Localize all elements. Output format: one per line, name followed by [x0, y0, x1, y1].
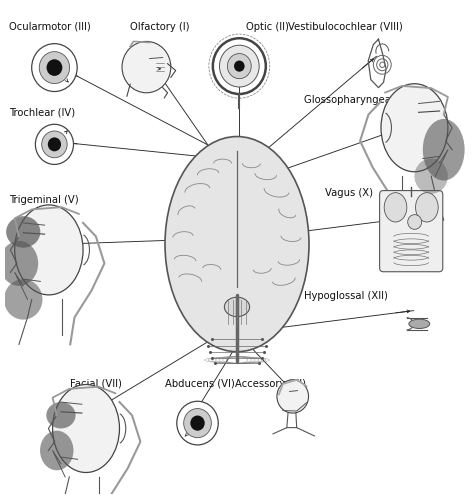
Circle shape [191, 416, 205, 431]
Ellipse shape [46, 402, 75, 429]
Text: Abducens (VI): Abducens (VI) [165, 379, 235, 389]
Polygon shape [37, 64, 55, 71]
Ellipse shape [4, 279, 43, 320]
Polygon shape [55, 141, 69, 147]
Text: Optic (II): Optic (II) [246, 22, 289, 32]
Ellipse shape [224, 297, 250, 316]
Circle shape [234, 60, 245, 72]
Circle shape [219, 45, 259, 87]
Text: Hypoglossal (XII): Hypoglossal (XII) [304, 291, 388, 301]
Circle shape [32, 43, 77, 91]
Circle shape [177, 401, 218, 445]
Circle shape [39, 51, 70, 83]
Ellipse shape [165, 137, 309, 352]
Ellipse shape [409, 319, 430, 328]
Text: Ocularmotor (III): Ocularmotor (III) [9, 22, 91, 32]
Circle shape [408, 215, 422, 230]
Text: Vagus (X): Vagus (X) [325, 188, 373, 198]
Ellipse shape [384, 193, 407, 222]
Polygon shape [195, 423, 200, 440]
Text: Trigeminal (V): Trigeminal (V) [9, 196, 79, 206]
Circle shape [122, 41, 171, 93]
Circle shape [228, 53, 251, 79]
Circle shape [46, 59, 63, 76]
Circle shape [277, 380, 309, 413]
Text: Olfactory (I): Olfactory (I) [130, 22, 190, 32]
Polygon shape [52, 67, 57, 86]
Text: Glossopharyngeal (IX): Glossopharyngeal (IX) [304, 95, 415, 105]
Polygon shape [40, 141, 55, 147]
Ellipse shape [6, 216, 40, 248]
Ellipse shape [40, 431, 73, 470]
Text: Trochlear (IV): Trochlear (IV) [9, 107, 75, 117]
Polygon shape [52, 49, 57, 67]
Text: Facial (VII): Facial (VII) [70, 379, 122, 389]
Polygon shape [52, 144, 57, 160]
Ellipse shape [0, 241, 38, 286]
Text: Vestibulocochlear (VIII): Vestibulocochlear (VIII) [288, 22, 403, 32]
Ellipse shape [416, 193, 438, 222]
Circle shape [48, 137, 61, 151]
FancyBboxPatch shape [380, 191, 443, 272]
Polygon shape [55, 64, 72, 71]
Ellipse shape [53, 384, 119, 473]
Ellipse shape [414, 159, 448, 194]
Text: Accessory (XI): Accessory (XI) [235, 379, 306, 389]
Circle shape [42, 131, 67, 158]
Ellipse shape [423, 119, 465, 181]
Ellipse shape [381, 84, 448, 172]
Polygon shape [52, 129, 57, 144]
Circle shape [36, 124, 73, 165]
Polygon shape [195, 406, 200, 423]
Polygon shape [182, 420, 198, 427]
Ellipse shape [15, 205, 83, 295]
Polygon shape [198, 420, 213, 427]
Circle shape [184, 409, 211, 438]
